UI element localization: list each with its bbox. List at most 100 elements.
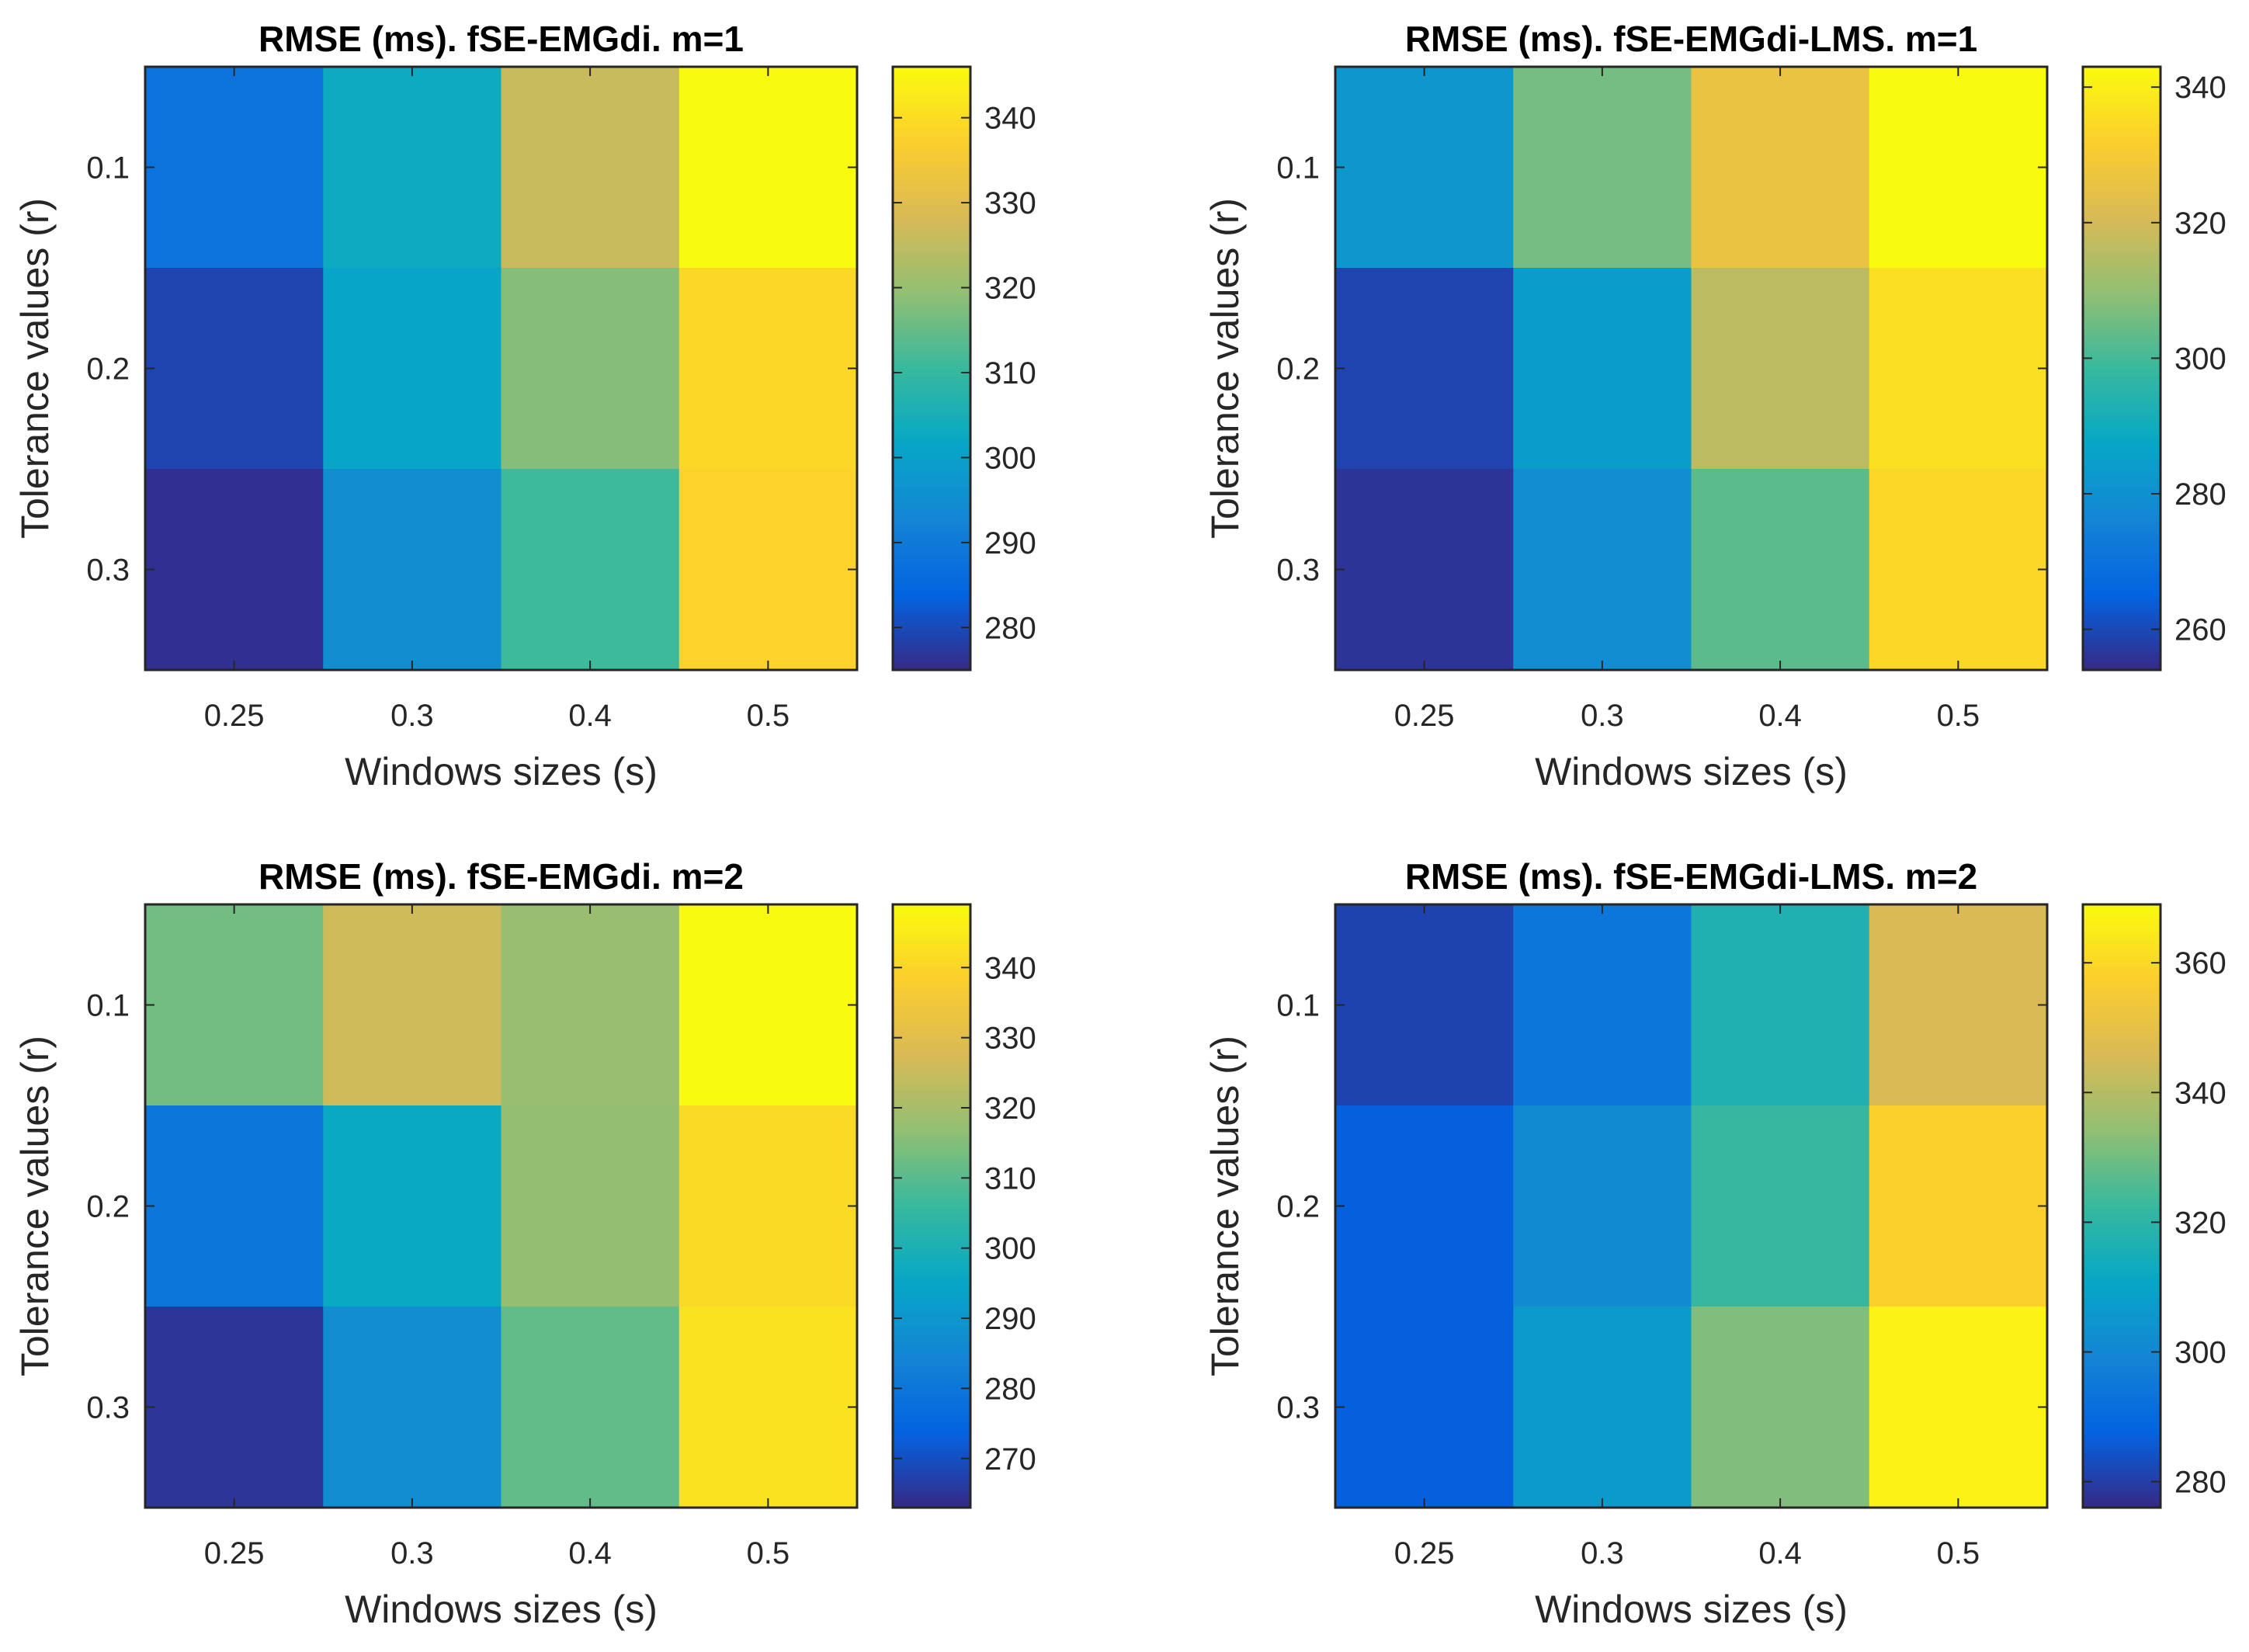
heatmap-cell — [679, 268, 858, 470]
colorbar — [893, 67, 970, 670]
heatmap-cell — [1335, 1105, 1514, 1307]
colorbar-tick-label: 340 — [2174, 1076, 2226, 1110]
heatmap-cell — [1335, 469, 1514, 671]
heatmap-cell — [679, 67, 858, 269]
heatmap-cell — [145, 904, 324, 1106]
x-tick-label: 0.4 — [1758, 699, 1802, 733]
x-tick-label: 0.5 — [1937, 699, 1980, 733]
heatmap-cell — [323, 1307, 502, 1508]
heatmap-cell — [1691, 1307, 1870, 1508]
colorbar-frame — [891, 65, 972, 672]
colorbar-tick-label: 320 — [984, 1092, 1036, 1126]
heatmap-cell — [1513, 1307, 1692, 1508]
heatmap-cell — [1335, 904, 1514, 1106]
heatmap-cell — [501, 904, 680, 1106]
colorbar — [2083, 904, 2160, 1508]
heatmap-cell — [145, 67, 324, 269]
heatmap-cell — [1513, 268, 1692, 470]
y-tick-label: 0.2 — [86, 352, 130, 387]
colorbar-tick-label: 270 — [984, 1442, 1036, 1477]
colorbar-tick-label: 260 — [2174, 613, 2226, 647]
y-tick-label: 0.2 — [1276, 352, 1320, 387]
heatmap-cell — [1869, 1307, 2048, 1508]
colorbar-tick-label: 300 — [2174, 1335, 2226, 1369]
y-tick-label: 0.1 — [1276, 989, 1320, 1023]
heatmap-cell — [1691, 1105, 1870, 1307]
x-axis-label: Windows sizes (s) — [1535, 750, 1848, 793]
x-tick-label: 0.25 — [204, 1536, 265, 1570]
colorbar-tick-label: 310 — [984, 356, 1036, 390]
heatmap-cell — [501, 1105, 680, 1307]
x-tick-label: 0.3 — [390, 1536, 434, 1570]
heatmap-cell — [1513, 904, 1692, 1106]
colorbar-frame — [891, 903, 972, 1509]
colorbar-tick-label: 300 — [2174, 342, 2226, 376]
heatmap-cell — [1869, 268, 2048, 470]
colorbar-tick-label: 310 — [984, 1161, 1036, 1196]
y-axis-label: Tolerance values (r) — [13, 1036, 57, 1376]
x-tick-label: 0.5 — [747, 1536, 790, 1570]
colorbar-tick-label: 330 — [984, 186, 1036, 220]
colorbar-tick-label: 330 — [984, 1022, 1036, 1056]
x-tick-label: 0.25 — [204, 699, 265, 733]
colorbar-tick-label: 300 — [984, 1232, 1036, 1266]
x-tick-label: 0.4 — [568, 699, 612, 733]
y-axis-label: Tolerance values (r) — [13, 198, 57, 539]
y-tick-label: 0.1 — [1276, 151, 1320, 186]
colorbar-tick-label: 280 — [2174, 1466, 2226, 1500]
heatmap-cell — [323, 1105, 502, 1307]
colorbar-tick-label: 280 — [984, 1372, 1036, 1406]
heatmap-panel-4: 0.25 0.3 0.4 0.5 0.1 0.2 0.3 RMSE (ms). fSE-EMG… — [1203, 856, 2226, 1631]
colorbar — [2083, 67, 2160, 670]
x-axis-label: Windows sizes (s) — [345, 1588, 658, 1631]
colorbar-tick-label: 360 — [2174, 946, 2226, 980]
heatmap-cell — [1691, 904, 1870, 1106]
heatmap-cell — [323, 904, 502, 1106]
heatmap-cell — [145, 1307, 324, 1508]
heatmap-cell — [1335, 67, 1514, 269]
x-tick-label: 0.25 — [1394, 699, 1455, 733]
heatmap-panel-2: 0.25 0.3 0.4 0.5 0.1 0.2 0.3 RMSE (ms). fSE-EMG… — [1203, 19, 2226, 793]
x-tick-label: 0.25 — [1394, 1536, 1455, 1570]
chart-title: RMSE (ms). fSE-EMGdi-LMS. m=1 — [1405, 19, 1977, 59]
colorbar-frame — [2081, 903, 2162, 1509]
chart-title: RMSE (ms). fSE-EMGdi. m=1 — [259, 19, 744, 59]
heatmap-cell — [501, 268, 680, 470]
colorbar-tick-label: 340 — [984, 951, 1036, 985]
heatmap-cell — [679, 904, 858, 1106]
heatmap-cell — [679, 469, 858, 671]
y-tick-label: 0.1 — [86, 151, 130, 186]
x-tick-label: 0.3 — [390, 699, 434, 733]
heatmap-cell — [145, 1105, 324, 1307]
heatmap-cell — [1869, 469, 2048, 671]
x-tick-label: 0.5 — [747, 699, 790, 733]
x-axis-label: Windows sizes (s) — [1535, 1588, 1848, 1631]
heatmap-cell — [323, 268, 502, 470]
heatmap-cell — [323, 469, 502, 671]
y-tick-label: 0.2 — [86, 1190, 130, 1224]
heatmap-cell — [145, 268, 324, 470]
heatmap-cell — [1691, 67, 1870, 269]
heatmap-cell — [145, 469, 324, 671]
x-tick-label: 0.3 — [1581, 699, 1624, 733]
colorbar-tick-label: 340 — [984, 102, 1036, 136]
heatmap-cell — [501, 67, 680, 269]
colorbar-tick-label: 280 — [2174, 477, 2226, 512]
heatmap-panel-3: 0.25 0.3 0.4 0.5 0.1 0.2 0.3 RMSE (ms). fSE-EMG… — [13, 856, 1036, 1631]
heatmap-cell — [1691, 268, 1870, 470]
heatmap-cell — [1513, 469, 1692, 671]
heatmap-panel-1: 0.25 0.3 0.4 0.5 0.1 0.2 0.3 RMSE (ms). fSE-EMG… — [13, 19, 1036, 793]
heatmap-cell — [1869, 67, 2048, 269]
x-tick-label: 0.4 — [568, 1536, 612, 1570]
x-tick-label: 0.5 — [1937, 1536, 1980, 1570]
x-tick-label: 0.4 — [1758, 1536, 1802, 1570]
heatmap-cell — [1869, 1105, 2048, 1307]
heatmap-cell — [501, 1307, 680, 1508]
y-axis-label: Tolerance values (r) — [1203, 198, 1247, 539]
colorbar-tick-label: 320 — [2174, 1206, 2226, 1240]
heatmap-cell — [1691, 469, 1870, 671]
heatmap-cell — [1869, 904, 2048, 1106]
y-tick-label: 0.3 — [86, 1391, 130, 1425]
y-axis-label: Tolerance values (r) — [1203, 1036, 1247, 1376]
